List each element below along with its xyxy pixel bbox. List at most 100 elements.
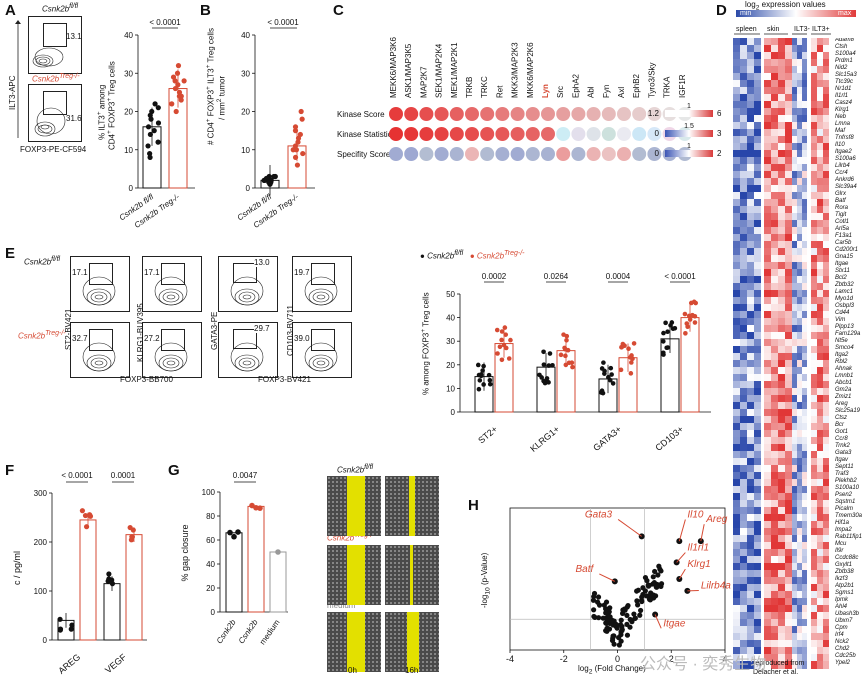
heatmap-cell [802,619,807,627]
e-xtick: GATA3+ [591,424,623,453]
heatmap-cell [823,605,829,613]
heatmap-cell [811,486,817,494]
heatmap-cell [764,59,771,67]
heatmap-cell [771,367,778,375]
heatmap-cell [817,388,823,396]
heatmap-gene-label: Car5b [835,240,852,246]
heatmap-gene-label: Irf4 [835,632,844,638]
heatmap-cell [733,598,740,606]
heatmap-cell [797,458,802,466]
heatmap-cell [785,395,792,403]
heatmap-cell [733,318,740,326]
c-dot [647,147,662,161]
heatmap-cell [747,647,754,655]
heatmap-cell [747,619,754,627]
heatmap-cell [802,108,807,116]
c-kinase-label: MKK3/MAP2K3 [511,42,520,98]
heatmap-cell [823,626,829,634]
h-point [591,607,597,613]
heatmap-cell [823,157,829,165]
a-top-label: Csnk2bfl/fl [42,3,79,14]
heatmap-cell [811,262,817,270]
heatmap-cell [823,479,829,487]
heatmap-cell [754,577,761,585]
heatmap-cell [764,619,771,627]
heatmap-cell [792,108,797,116]
heatmap-cell [771,45,778,53]
heatmap-cell [792,101,797,109]
heatmap-cell [785,255,792,263]
heatmap-cell [823,199,829,207]
heatmap-cell [771,178,778,186]
heatmap-cell [817,276,823,284]
heatmap-cell [797,535,802,543]
heatmap-cell [817,542,823,550]
heatmap-cell [747,283,754,291]
e-pct: 17.1 [144,268,160,277]
e-point [683,331,688,336]
heatmap-cell [764,304,771,312]
heatmap-cell [747,80,754,88]
heatmap-cell [754,549,761,557]
heatmap-cell [754,381,761,389]
h-point [634,598,640,604]
e-pct: 29.7 [254,324,270,333]
heatmap-cell [792,220,797,228]
heatmap-cell [733,626,740,634]
heatmap-cell [823,367,829,375]
heatmap-cell [771,500,778,508]
heatmap-cell [797,248,802,256]
heatmap-cell [817,66,823,74]
e-point [609,372,614,377]
heatmap-cell [823,52,829,60]
heatmap-cell [764,493,771,501]
f-point [83,524,90,530]
e-xlabel-1: FOXP3-BB700 [120,375,173,384]
heatmap-cell [733,661,740,669]
heatmap-gene-label: Il1rl1 [835,93,849,99]
heatmap-cell [785,388,792,396]
heatmap-cell [754,80,761,88]
heatmap-cell [797,290,802,298]
heatmap-cell [823,269,829,277]
heatmap-cell [802,416,807,424]
heatmap-gene-label: Myo1d [835,296,854,302]
heatmap-cell [785,465,792,473]
heatmap-cell [802,661,807,669]
heatmap-cell [747,444,754,452]
heatmap-cell [792,129,797,137]
heatmap-cell [754,73,761,81]
heatmap-cell [785,507,792,515]
heatmap-cell [785,80,792,88]
g-ytick-label: 60 [206,536,215,545]
heatmap-cell [802,423,807,431]
heatmap-cell [823,297,829,305]
heatmap-cell [733,542,740,550]
heatmap-cell [823,661,829,669]
heatmap-cell [771,402,778,410]
c-dot [389,127,403,141]
heatmap-cell [747,339,754,347]
heatmap-cell [792,192,797,200]
a-point [178,93,184,99]
heatmap-cell [797,234,802,242]
heatmap-cell [747,185,754,193]
heatmap-cell [802,262,807,270]
h-xtick-label: 2 [669,654,674,664]
b-point [292,124,299,130]
heatmap-cell [802,542,807,550]
e-point [499,357,505,363]
heatmap-cell [802,346,807,354]
c-scale-min: 1.2 [648,109,660,118]
heatmap-cell [733,220,740,228]
heatmap-cell [817,192,823,200]
e-point [561,332,566,337]
heatmap-cell [823,507,829,515]
d-group-spleen: spleen [736,26,757,33]
heatmap-gene-label: Tmem30a [835,513,863,519]
heatmap-cell [754,556,761,564]
heatmap-cell [771,276,778,284]
heatmap-cell [733,206,740,214]
heatmap-cell [811,199,817,207]
heatmap-cell [811,458,817,466]
